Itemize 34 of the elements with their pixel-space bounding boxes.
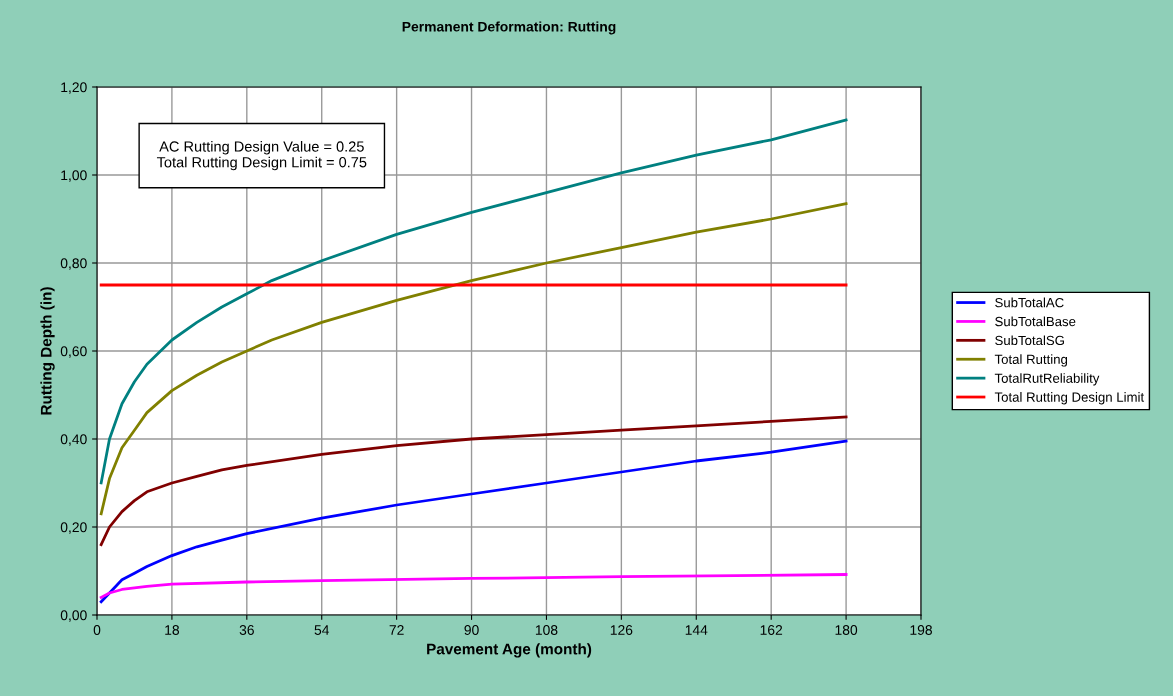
- line-series: [99, 118, 848, 485]
- legend-label: TotalRutReliability: [994, 373, 1100, 386]
- legend-label: SubTotalSG: [995, 335, 1064, 346]
- x-tick-label: 162: [760, 625, 783, 635]
- x-tick-label: 180: [835, 625, 858, 635]
- x-tick-label: 0: [93, 625, 101, 635]
- line-series: [99, 202, 848, 516]
- x-tick-label: 90: [464, 625, 479, 635]
- y-tick-label: 1,00: [61, 170, 87, 182]
- legend-label: Total Rutting Design Limit: [994, 392, 1145, 405]
- legend-label: SubTotalAC: [995, 297, 1064, 308]
- x-tick-label: 108: [535, 625, 558, 635]
- x-tick-label: 198: [910, 625, 932, 635]
- y-tick-label: 1,20: [61, 82, 87, 94]
- y-tick-label: 0,20: [60, 522, 87, 534]
- x-axis-title: Pavement Age (month): [427, 643, 592, 658]
- x-tick-label: 126: [610, 625, 633, 635]
- legend-label: SubTotalBase: [995, 316, 1076, 327]
- x-tick-label: 36: [239, 625, 254, 635]
- x-tick-label: 144: [685, 625, 708, 635]
- line-series: [99, 573, 848, 599]
- annotation: AC Rutting Design Value = 0.25 Total Rutting Design Limit = 0.75: [156, 140, 367, 171]
- x-tick-label: 72: [389, 625, 404, 635]
- x-tick-label: 18: [165, 625, 180, 635]
- y-axis-title: Rutting Depth (in): [40, 287, 55, 415]
- line-series: [99, 415, 848, 546]
- y-tick-label: 0,40: [60, 434, 87, 446]
- x-tick-label: 54: [314, 625, 330, 635]
- y-tick-label: 0,60: [60, 346, 87, 358]
- legend-label: Total Rutting: [994, 354, 1068, 367]
- y-tick-label: 0,80: [60, 258, 87, 270]
- line-series: [99, 439, 848, 604]
- y-tick-label: 0,00: [60, 610, 87, 622]
- chart-title: Permanent Deformation: Rutting: [402, 21, 616, 35]
